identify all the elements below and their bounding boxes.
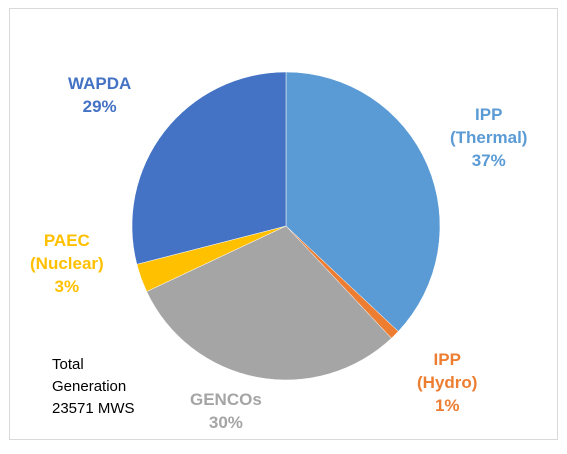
label-paec-nuclear-line1: PAEC [43,231,90,250]
label-ipp-hydro-line2: (Hydro) [417,373,478,392]
label-ipp-thermal: IPP (Thermal) 37% [450,103,527,172]
slice-wapda [131,71,287,265]
label-gencos-line1: GENCOs [190,390,262,409]
label-paec-nuclear-line2: (Nuclear) [30,254,104,273]
label-ipp-thermal-line2: (Thermal) [450,128,528,147]
label-gencos-percent: 30% [208,413,243,432]
label-paec-nuclear-percent: 3% [54,277,80,296]
label-gencos: GENCOs 30% [190,388,262,434]
total-note-line3: 23571 MWS [52,400,135,417]
label-ipp-hydro-line1: IPP [433,350,461,369]
label-wapda: WAPDA 29% [68,72,131,118]
pie-slices [131,71,441,381]
total-generation-note: Total Generation 23571 MWS [52,354,135,420]
total-note-line1: Total [52,356,84,373]
label-wapda-line1: WAPDA [68,74,132,93]
label-ipp-hydro-percent: 1% [434,396,460,415]
label-ipp-hydro: IPP (Hydro) 1% [417,348,477,417]
total-note-line2: Generation [52,378,127,395]
label-wapda-percent: 29% [82,97,117,116]
label-ipp-thermal-line1: IPP [475,105,503,124]
slice-gencos [146,225,392,381]
label-ipp-thermal-percent: 37% [471,151,506,170]
label-paec-nuclear: PAEC (Nuclear) 3% [30,229,104,298]
slice-ipp-thermal [285,71,441,332]
